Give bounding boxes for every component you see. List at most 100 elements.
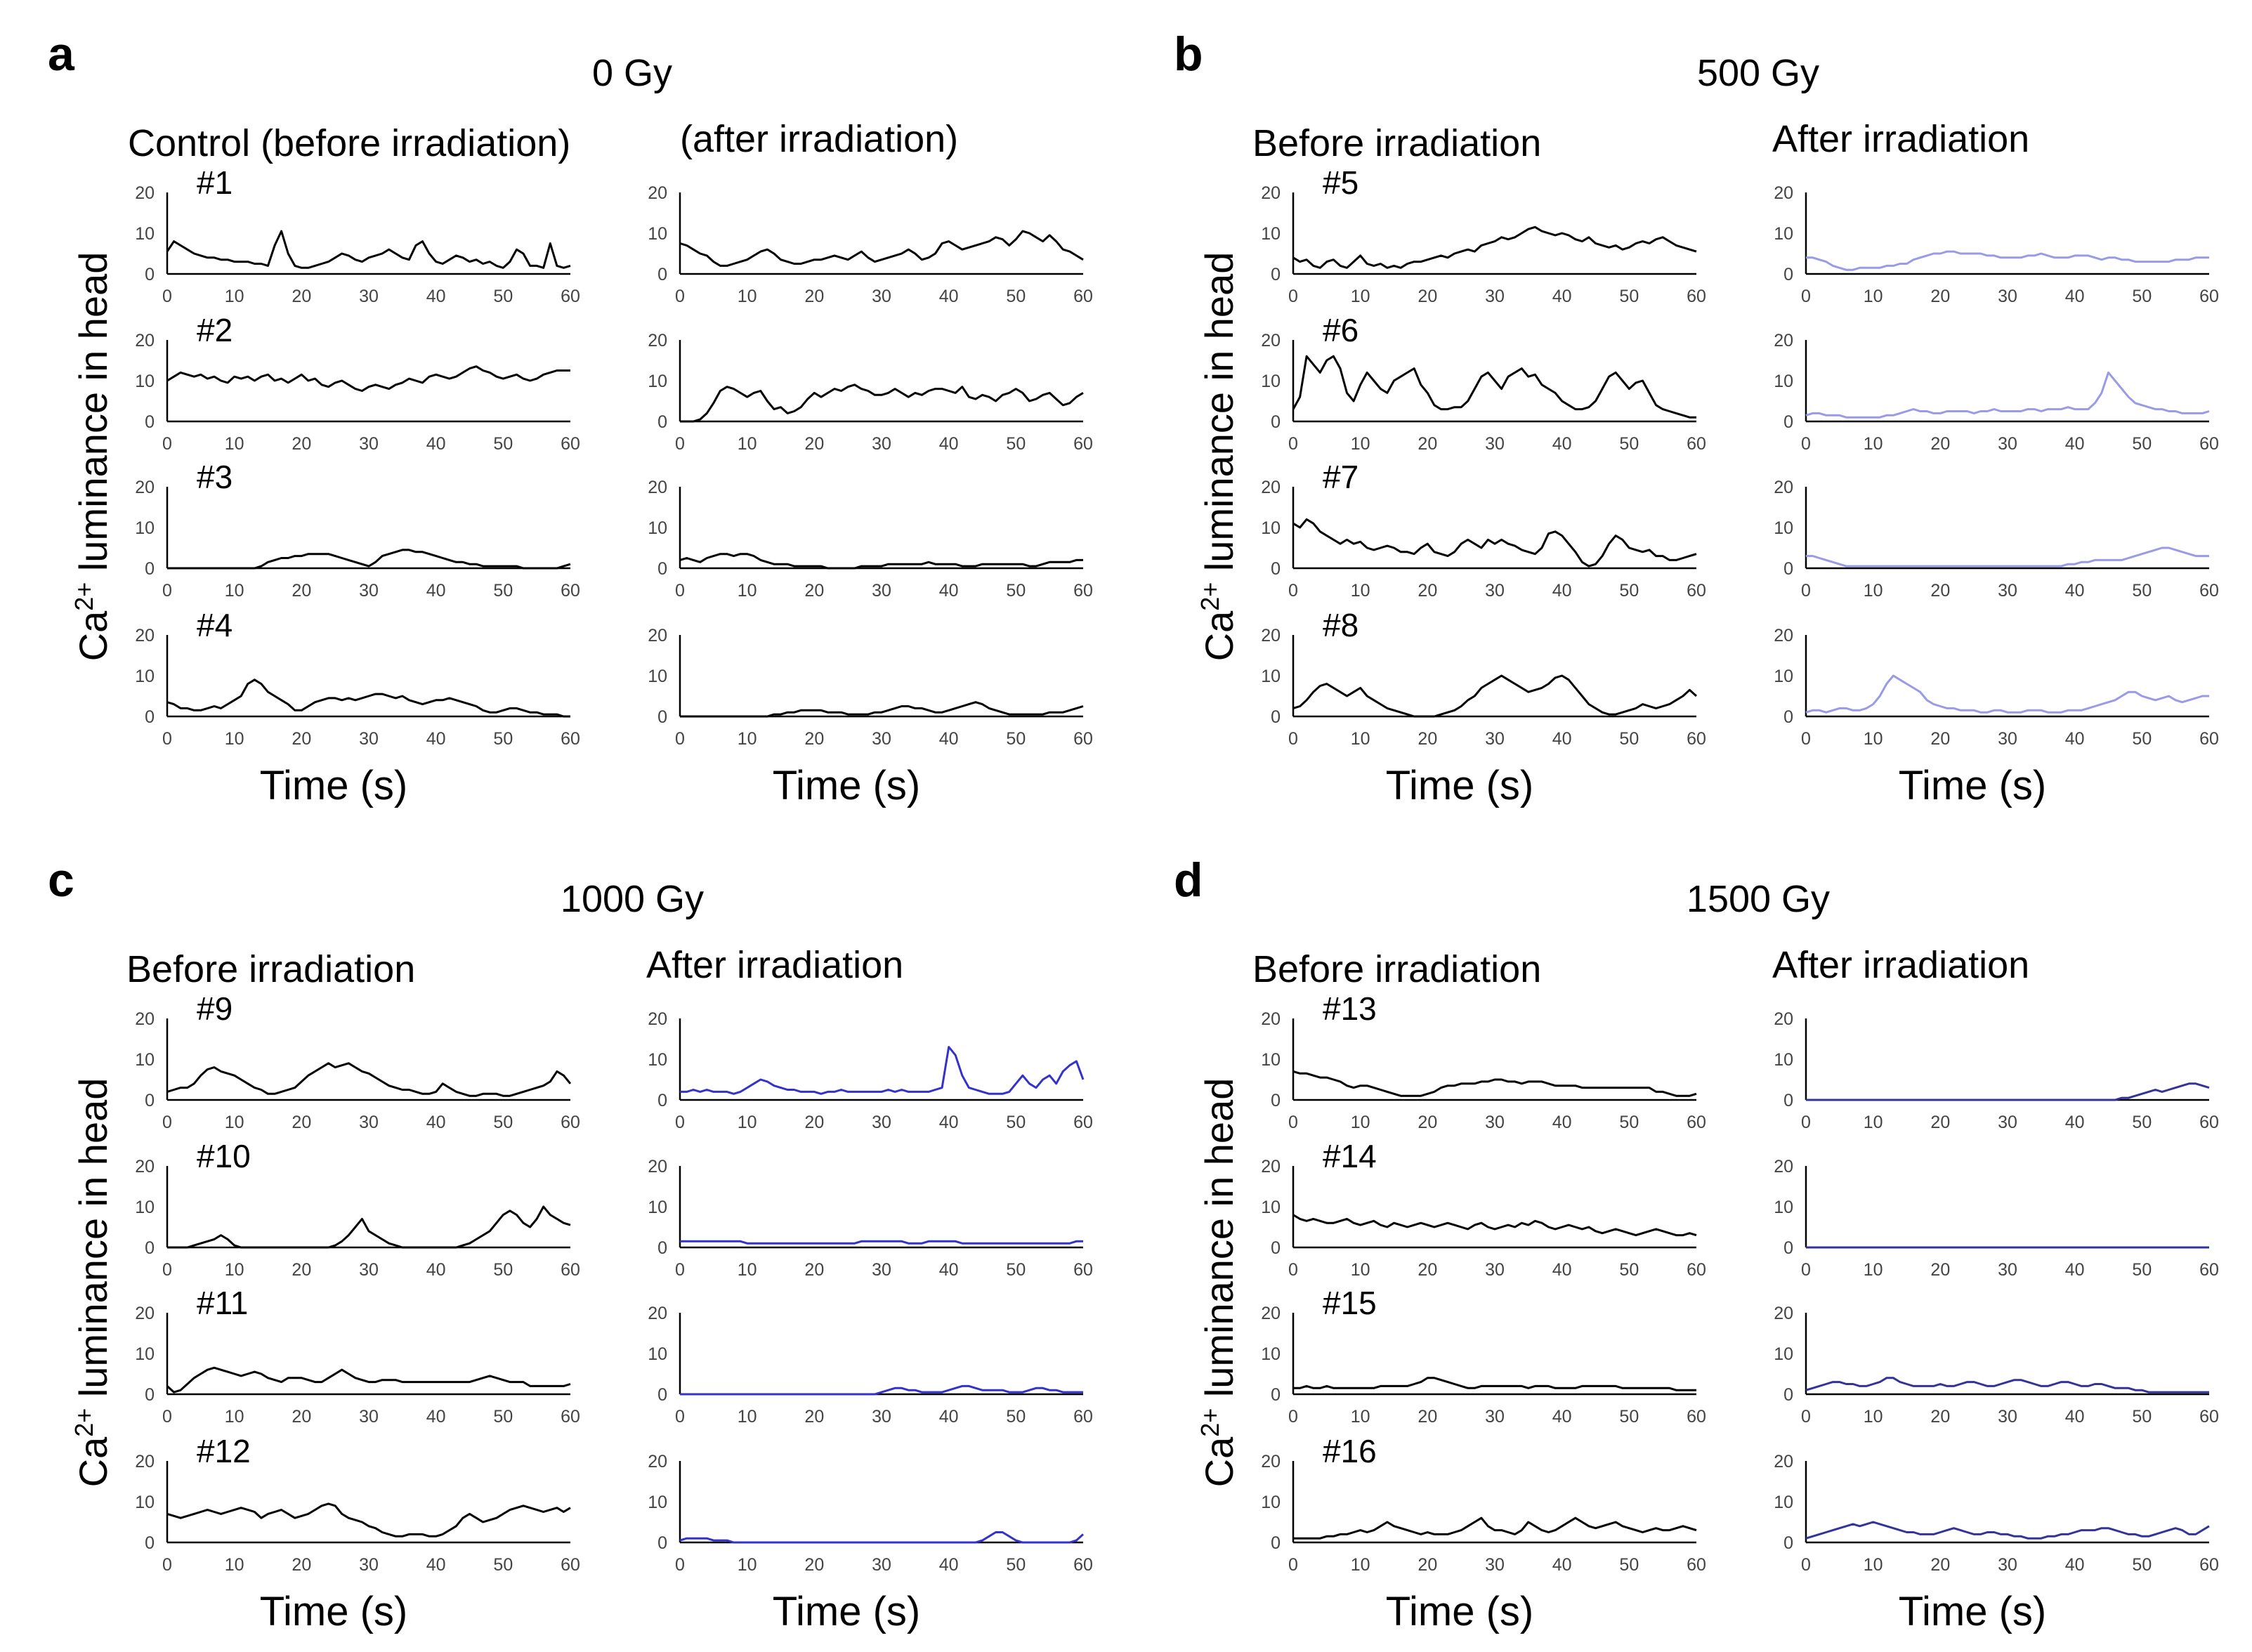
x-tick-label: 10 (1351, 729, 1370, 749)
x-tick-label: 50 (2132, 287, 2152, 306)
x-tick-label: 10 (225, 434, 244, 454)
x-tick-label: 50 (2132, 1555, 2152, 1575)
x-tick-label: 60 (2199, 287, 2219, 306)
x-tick-label: 50 (1006, 434, 1026, 454)
x-tick-label: 40 (939, 1113, 959, 1132)
x-tick-label: 20 (1418, 287, 1437, 306)
y-tick-label: 0 (657, 559, 667, 579)
x-tick-label: 50 (493, 287, 513, 306)
x-tick-label: 20 (292, 1555, 311, 1575)
x-tick-label: 10 (1351, 1555, 1370, 1575)
x-axis-label: Time (s) (1386, 763, 1533, 808)
x-tick-label: 30 (359, 1260, 379, 1280)
x-tick-label: 20 (1418, 1260, 1437, 1280)
y-tick-label: 20 (1774, 1452, 1793, 1471)
y-tick-label: 10 (648, 1198, 667, 1217)
subplot-n13-before: 0 10 20 0 10 20 30 40 50 60 #13 (1261, 990, 1706, 1132)
trace-before (167, 549, 571, 570)
trace-after (680, 1384, 1083, 1396)
animal-id-label: #2 (197, 312, 233, 348)
x-tick-label: 40 (939, 434, 959, 454)
x-tick-label: 0 (1801, 1555, 1811, 1575)
x-tick-label: 10 (738, 1113, 757, 1132)
x-tick-label: 40 (2065, 1407, 2085, 1427)
x-tick-label: 50 (1006, 1555, 1026, 1575)
x-tick-label: 50 (1619, 287, 1639, 306)
y-tick-label: 0 (657, 1533, 667, 1553)
x-tick-label: 10 (1351, 434, 1370, 454)
subplot-n5-before: 0 10 20 0 10 20 30 40 50 60 #5 (1261, 164, 1706, 306)
x-tick-label: 40 (1552, 581, 1572, 601)
y-tick-label: 20 (648, 1304, 667, 1323)
x-tick-label: 20 (292, 1260, 311, 1280)
x-tick-label: 30 (1998, 1113, 2017, 1132)
y-tick-label: 10 (1774, 224, 1793, 244)
x-tick-label: 0 (675, 287, 685, 306)
subplot-n14-before: 0 10 20 0 10 20 30 40 50 60 #14 (1261, 1138, 1706, 1280)
x-tick-label: 60 (561, 287, 580, 306)
x-tick-label: 10 (1351, 1407, 1370, 1427)
y-tick-label: 20 (648, 1452, 667, 1471)
x-tick-label: 10 (225, 1113, 244, 1132)
before-column-header: Before irradiation (1252, 948, 1541, 990)
y-axis-label: Ca2+ luminance in head (1196, 252, 1242, 662)
x-tick-label: 60 (1073, 581, 1093, 601)
y-tick-label: 10 (1774, 372, 1793, 391)
x-tick-label: 50 (1619, 434, 1639, 454)
subplot-n3-before: 0 10 20 0 10 20 30 40 50 60 #3 (135, 459, 580, 601)
x-tick-label: 20 (1418, 1555, 1437, 1575)
x-tick-label: 30 (872, 729, 891, 749)
x-axis-label: Time (s) (773, 763, 920, 808)
y-tick-label: 10 (1261, 1050, 1281, 1070)
x-tick-label: 0 (1801, 1407, 1811, 1427)
subplot-n15-after: 0 10 20 0 10 20 30 40 50 60 (1774, 1304, 2219, 1427)
trace-after (1806, 546, 2209, 568)
y-tick-label: 0 (1271, 1238, 1281, 1258)
y-tick-label: 20 (1774, 1304, 1793, 1323)
x-tick-label: 20 (1930, 729, 1950, 749)
y-tick-label: 20 (135, 1009, 155, 1029)
trace-before (1292, 355, 1696, 419)
y-tick-label: 20 (1261, 478, 1281, 497)
x-tick-label: 10 (738, 729, 757, 749)
subplot-n8-after: 0 10 20 0 10 20 30 40 50 60 (1774, 626, 2219, 749)
x-tick-label: 0 (1288, 729, 1298, 749)
x-tick-label: 40 (1552, 1407, 1572, 1427)
subplot-n7-after: 0 10 20 0 10 20 30 40 50 60 (1774, 478, 2219, 601)
subplot-n13-after: 0 10 20 0 10 20 30 40 50 60 (1774, 1009, 2219, 1132)
x-tick-label: 20 (804, 729, 824, 749)
x-tick-label: 10 (1864, 1407, 1883, 1427)
y-tick-label: 20 (1774, 1009, 1793, 1029)
y-tick-label: 10 (135, 224, 155, 244)
y-tick-label: 20 (648, 1009, 667, 1029)
before-column-header: Before irradiation (1252, 122, 1541, 164)
subplot-n16-after: 0 10 20 0 10 20 30 40 50 60 (1774, 1452, 2219, 1575)
y-tick-label: 0 (1271, 707, 1281, 727)
y-tick-label: 10 (648, 667, 667, 686)
x-tick-label: 60 (561, 581, 580, 601)
y-tick-label: 10 (1774, 1493, 1793, 1512)
subplot-n15-before: 0 10 20 0 10 20 30 40 50 60 #15 (1261, 1285, 1706, 1427)
x-tick-label: 50 (1006, 729, 1026, 749)
x-tick-label: 50 (1006, 287, 1026, 306)
animal-id-label: #7 (1323, 459, 1359, 495)
x-tick-label: 50 (2132, 1113, 2152, 1132)
trace-before (1292, 1070, 1697, 1097)
y-tick-label: 0 (1783, 559, 1793, 579)
x-tick-label: 0 (675, 581, 685, 601)
y-tick-label: 10 (1261, 372, 1281, 391)
y-tick-label: 0 (657, 1385, 667, 1405)
x-tick-label: 0 (1288, 287, 1298, 306)
y-tick-label: 10 (1261, 1493, 1281, 1512)
subplot-n14-after: 0 10 20 0 10 20 30 40 50 60 (1774, 1157, 2219, 1280)
x-tick-label: 40 (1552, 434, 1572, 454)
y-tick-label: 20 (1261, 1157, 1281, 1176)
x-tick-label: 0 (162, 1260, 172, 1280)
trace-after (1805, 371, 2210, 419)
x-tick-label: 30 (359, 1407, 379, 1427)
y-tick-label: 10 (135, 1493, 155, 1512)
x-tick-label: 40 (426, 729, 446, 749)
x-tick-label: 30 (1998, 581, 2017, 601)
x-tick-label: 50 (1619, 1407, 1639, 1427)
x-tick-label: 40 (426, 1260, 446, 1280)
